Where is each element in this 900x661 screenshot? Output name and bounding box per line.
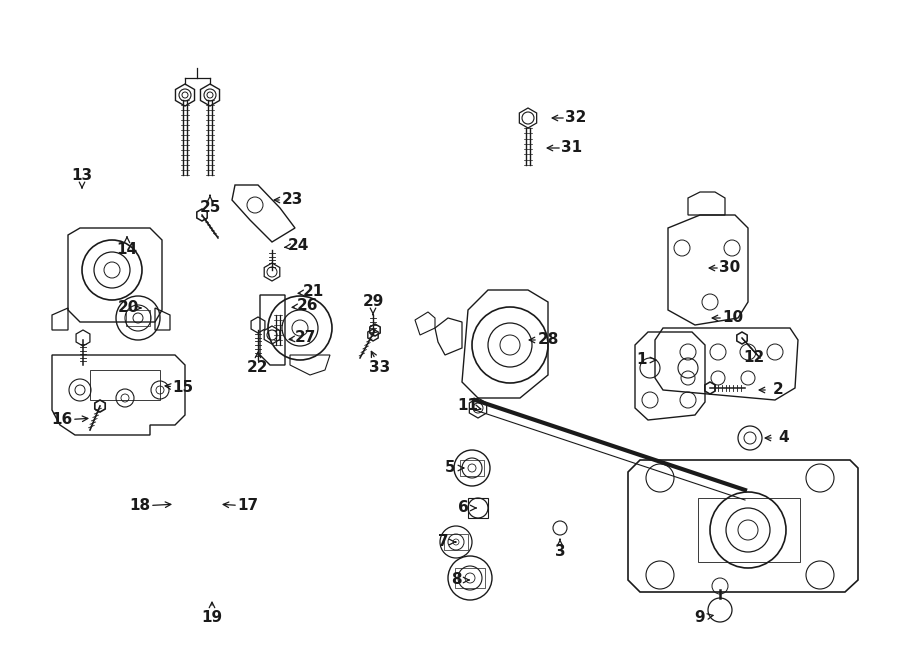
- Text: 25: 25: [199, 200, 220, 215]
- Text: 23: 23: [282, 192, 302, 208]
- Text: 27: 27: [294, 330, 316, 346]
- Text: 2: 2: [772, 383, 783, 397]
- Text: 8: 8: [451, 572, 462, 588]
- Text: 10: 10: [723, 311, 743, 325]
- Text: 24: 24: [287, 239, 309, 254]
- Text: 32: 32: [565, 110, 587, 126]
- Text: 14: 14: [116, 243, 138, 258]
- Text: 17: 17: [238, 498, 258, 514]
- Bar: [90, 370, 160, 400]
- Bar: [460, 460, 484, 476]
- Text: 6: 6: [457, 500, 468, 516]
- Text: 29: 29: [363, 295, 383, 309]
- Text: 16: 16: [51, 412, 73, 428]
- Text: 22: 22: [248, 360, 269, 375]
- Text: 18: 18: [130, 498, 150, 514]
- Bar: [468, 498, 488, 518]
- Text: 3: 3: [554, 545, 565, 559]
- Text: 20: 20: [117, 301, 139, 315]
- Text: 31: 31: [562, 141, 582, 155]
- Text: 26: 26: [296, 299, 318, 313]
- Bar: [126, 310, 150, 326]
- Text: 11: 11: [457, 399, 479, 414]
- Text: 4: 4: [778, 430, 789, 446]
- Bar: [444, 534, 468, 550]
- Bar: [455, 568, 485, 588]
- Text: 30: 30: [719, 260, 741, 276]
- Text: 13: 13: [71, 167, 93, 182]
- Text: 21: 21: [302, 284, 324, 299]
- Bar: [698, 498, 800, 562]
- Text: 5: 5: [445, 461, 455, 475]
- Text: 28: 28: [537, 332, 559, 348]
- Text: 7: 7: [437, 535, 448, 549]
- Text: 12: 12: [743, 350, 765, 366]
- Text: 9: 9: [695, 611, 706, 625]
- Text: 33: 33: [369, 360, 391, 375]
- Text: 1: 1: [637, 352, 647, 368]
- Text: 15: 15: [173, 381, 194, 395]
- Text: 19: 19: [202, 611, 222, 625]
